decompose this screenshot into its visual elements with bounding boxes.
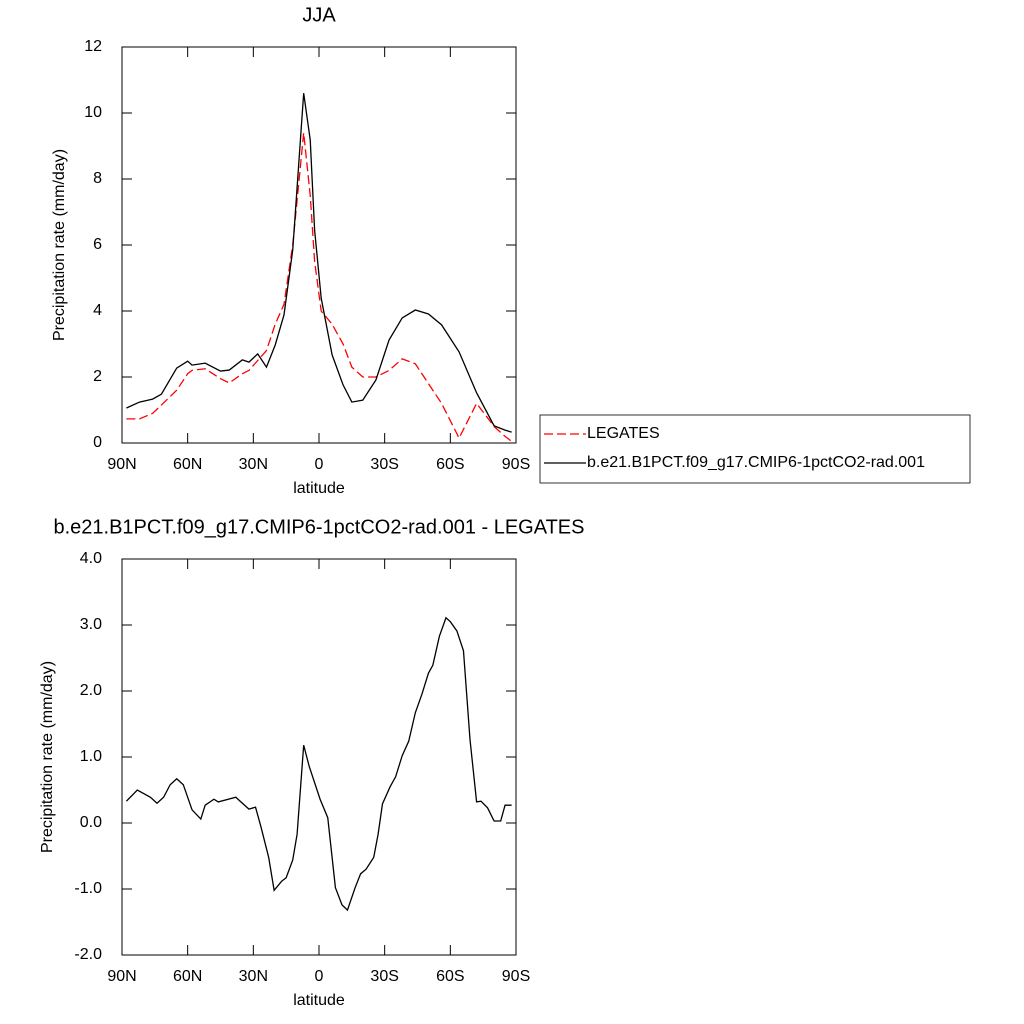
y-tick-label: 6 xyxy=(93,236,102,253)
y-tick-label: 4.0 xyxy=(80,550,102,567)
x-tick-label: 60S xyxy=(436,968,464,985)
y-tick-label: -1.0 xyxy=(74,880,102,897)
legend-label: b.e21.B1PCT.f09_g17.CMIP6-1pctCO2-rad.00… xyxy=(587,454,925,471)
x-tick-label: 30S xyxy=(370,968,398,985)
x-tick-label: 0 xyxy=(315,968,324,985)
y-axis-label: Precipitation rate (mm/day) xyxy=(39,661,56,853)
x-tick-label: 60S xyxy=(436,456,464,473)
y-tick-label: 12 xyxy=(84,38,102,55)
x-tick-label: 30N xyxy=(239,456,268,473)
x-tick-label: 90S xyxy=(502,456,530,473)
x-tick-label: 0 xyxy=(315,456,324,473)
y-tick-label: -2.0 xyxy=(74,946,102,963)
legend-label: LEGATES xyxy=(587,425,660,442)
chart-title: JJA xyxy=(302,4,336,26)
y-tick-label: 0 xyxy=(93,434,102,451)
x-axis-label: latitude xyxy=(293,480,345,497)
x-tick-label: 60N xyxy=(173,968,202,985)
x-tick-label: 90S xyxy=(502,968,530,985)
x-tick-label: 60N xyxy=(173,456,202,473)
x-tick-label: 90N xyxy=(107,456,136,473)
y-tick-label: 10 xyxy=(84,104,102,121)
y-tick-label: 1.0 xyxy=(80,748,102,765)
y-tick-label: 2 xyxy=(93,368,102,385)
x-tick-label: 30N xyxy=(239,968,268,985)
x-tick-label: 90N xyxy=(107,968,136,985)
y-tick-label: 8 xyxy=(93,170,102,187)
plot-frame xyxy=(121,558,517,956)
y-tick-label: 2.0 xyxy=(80,682,102,699)
x-tick-label: 30S xyxy=(370,456,398,473)
series-line xyxy=(126,93,512,433)
series-line xyxy=(125,616,512,912)
y-axis-label: Precipitation rate (mm/day) xyxy=(51,149,68,341)
y-tick-label: 4 xyxy=(93,302,102,319)
legend-box xyxy=(539,414,971,484)
chart-title: b.e21.B1PCT.f09_g17.CMIP6-1pctCO2-rad.00… xyxy=(53,516,584,538)
y-tick-label: 3.0 xyxy=(80,616,102,633)
series-line xyxy=(126,132,513,442)
y-tick-label: 0.0 xyxy=(80,814,102,831)
x-axis-label: latitude xyxy=(293,992,345,1009)
